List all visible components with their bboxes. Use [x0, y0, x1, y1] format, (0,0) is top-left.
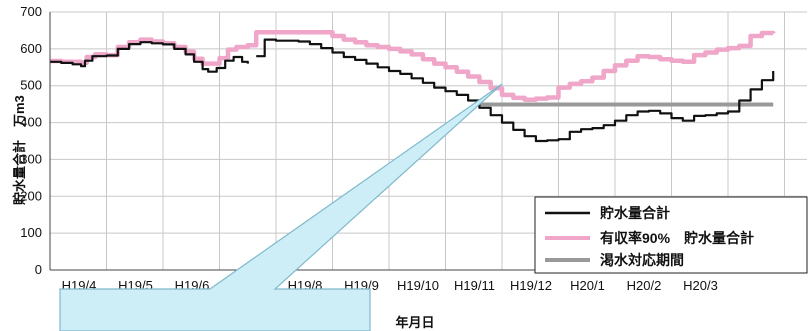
y-tick-label: 700	[20, 4, 42, 19]
y-tick-label: 600	[20, 41, 42, 56]
x-tick-label: H20/3	[683, 278, 718, 293]
y-tick-label: 100	[20, 225, 42, 240]
series-line-0	[50, 41, 249, 73]
x-tick-label: H19/10	[397, 278, 439, 293]
y-tick-label: 500	[20, 78, 42, 93]
x-tick-label: H19/11	[454, 278, 495, 293]
y-tick-label: 400	[20, 115, 42, 130]
y-tick-label: 300	[20, 151, 42, 166]
x-tick-label: H20/1	[570, 278, 605, 293]
legend: 貯水量合計 有収率90% 貯水量合計 渇水対応期間	[534, 196, 808, 274]
legend-label-0: 貯水量合計	[600, 205, 670, 221]
y-tick-label: 200	[20, 188, 42, 203]
speech-bubble-callout	[59, 83, 503, 331]
x-axis-title: 年月日	[395, 315, 434, 330]
series-line-0	[256, 38, 775, 143]
x-tick-label: H19/12	[510, 278, 552, 293]
y-axis-title: 貯水量合計 万m3	[12, 95, 27, 205]
series-layer	[50, 30, 776, 143]
legend-label-2: 渇水対応期間	[600, 252, 684, 268]
y-tick-label: 0	[35, 262, 42, 277]
x-tick-label: H20/2	[627, 278, 662, 293]
legend-label-1: 有収率90% 貯水量合計	[600, 230, 754, 246]
